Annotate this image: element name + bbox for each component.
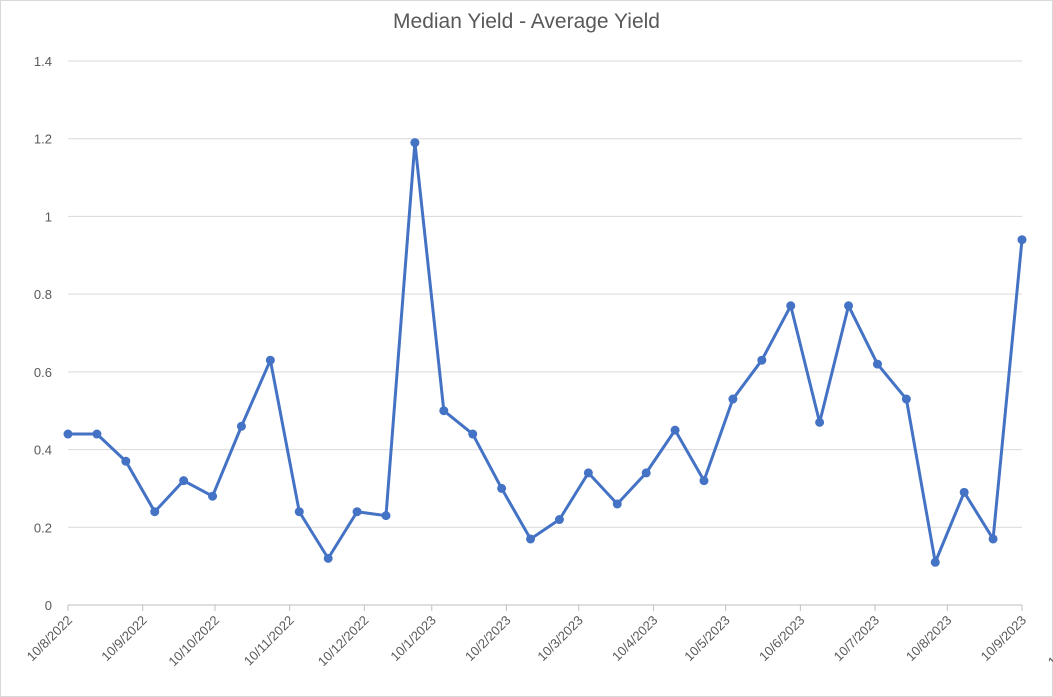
x-tick-label: 10/10/2023 bbox=[1045, 613, 1053, 670]
data-point bbox=[497, 483, 507, 493]
data-point bbox=[236, 421, 246, 431]
gridlines bbox=[68, 60, 1022, 528]
x-tick-label: 10/5/2023 bbox=[681, 613, 733, 665]
data-point bbox=[526, 534, 536, 544]
y-tick-label: 0 bbox=[45, 598, 52, 613]
series-line bbox=[68, 141, 1024, 564]
data-point bbox=[121, 456, 131, 466]
x-tick-label: 10/12/2022 bbox=[315, 613, 372, 670]
x-tick-label: 10/6/2023 bbox=[756, 613, 808, 665]
data-point bbox=[988, 534, 998, 544]
data-point bbox=[352, 507, 362, 517]
data-point bbox=[815, 417, 825, 427]
x-tick-label: 10/9/2022 bbox=[98, 613, 150, 665]
data-point bbox=[179, 476, 189, 486]
data-point bbox=[208, 491, 218, 501]
data-point bbox=[699, 476, 709, 486]
y-tick-label: 1.4 bbox=[34, 54, 52, 69]
data-point bbox=[265, 355, 275, 365]
y-tick-label: 1.2 bbox=[34, 132, 52, 147]
data-point bbox=[410, 138, 420, 148]
x-tick-label: 10/4/2023 bbox=[609, 613, 661, 665]
x-tick-label: 10/3/2023 bbox=[534, 613, 586, 665]
x-tick-label: 10/11/2022 bbox=[241, 613, 297, 669]
data-point bbox=[554, 515, 564, 525]
x-tick-label: 10/2/2023 bbox=[462, 613, 514, 665]
data-point bbox=[294, 507, 304, 517]
y-tick-label: 0.2 bbox=[34, 520, 52, 535]
y-tick-label: 1 bbox=[45, 209, 52, 224]
data-point bbox=[439, 406, 449, 416]
data-point bbox=[583, 468, 593, 478]
series-group bbox=[63, 138, 1027, 567]
data-point bbox=[63, 429, 73, 439]
data-point bbox=[959, 487, 969, 497]
data-point bbox=[92, 429, 102, 439]
x-axis: 10/8/2022 10/9/2022 10/10/2022 10/11/2022 10… bbox=[24, 604, 1053, 670]
data-point bbox=[872, 359, 882, 369]
data-point bbox=[323, 553, 333, 563]
x-tick-label: 10/10/2022 bbox=[165, 613, 222, 670]
y-tick-label: 0.6 bbox=[34, 365, 52, 380]
x-tick-label: 10/8/2022 bbox=[24, 613, 76, 665]
data-point bbox=[728, 394, 738, 404]
data-point bbox=[612, 499, 622, 509]
chart-title: Median Yield - Average Yield bbox=[393, 10, 660, 33]
data-point bbox=[1017, 235, 1027, 245]
y-axis-ticks: 0 0.2 0.4 0.6 0.8 1 1.2 1.4 bbox=[34, 54, 52, 613]
data-point bbox=[670, 425, 680, 435]
x-tick-label: 10/8/2023 bbox=[903, 613, 955, 665]
data-point bbox=[150, 507, 160, 517]
data-point bbox=[757, 355, 767, 365]
y-tick-label: 0.8 bbox=[34, 287, 52, 302]
data-point bbox=[381, 511, 391, 521]
data-point bbox=[844, 301, 854, 311]
y-tick-label: 0.4 bbox=[34, 443, 52, 458]
x-tick-label: 10/1/2023 bbox=[387, 613, 439, 665]
x-tick-label: 10/7/2023 bbox=[831, 613, 883, 665]
data-point bbox=[468, 429, 478, 439]
data-point bbox=[901, 394, 911, 404]
x-tick-label: 10/9/2023 bbox=[978, 613, 1030, 665]
data-point bbox=[641, 468, 651, 478]
data-point bbox=[930, 557, 940, 567]
data-point bbox=[786, 301, 796, 311]
